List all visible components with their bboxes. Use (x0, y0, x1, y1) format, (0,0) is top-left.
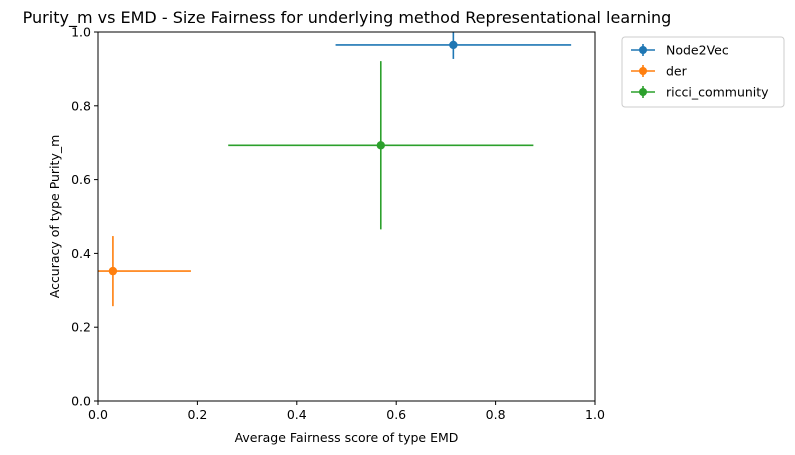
x-tick-label: 0.4 (287, 407, 307, 422)
x-tick-label: 0.0 (88, 407, 108, 422)
legend-box (621, 36, 785, 108)
legend-label: ricci_community (666, 85, 769, 100)
legend-marker (639, 88, 647, 96)
y-axis-label: Accuracy of type Purity_m (47, 135, 62, 299)
y-tick-label: 1.0 (71, 25, 91, 40)
legend-item: ricci_community (631, 85, 769, 100)
x-tick-label: 1.0 (585, 407, 605, 422)
x-tick-label: 0.2 (187, 407, 207, 422)
legend-marker (639, 67, 647, 75)
data-point (449, 40, 458, 50)
x-axis: 0.0 0.2 0.4 0.6 0.8 1.0 (88, 401, 605, 422)
series-layer (98, 32, 572, 307)
chart-title: Purity_m vs EMD - Size Fairness for unde… (23, 8, 672, 28)
y-axis: 0.0 0.2 0.4 0.6 0.8 1.0 (71, 25, 98, 409)
series-Node2Vec (335, 32, 572, 59)
data-point (108, 266, 118, 276)
legend-item: der (631, 64, 688, 79)
x-tick-label: 0.6 (386, 407, 406, 422)
series-der (98, 236, 191, 307)
legend-item: Node2Vec (631, 43, 729, 58)
legend: Node2Vec der ricci_community (621, 36, 785, 108)
y-tick-label: 0.6 (71, 172, 91, 187)
y-tick-label: 0.8 (71, 98, 91, 113)
y-tick-label: 0.0 (71, 394, 91, 409)
data-point (376, 141, 385, 150)
legend-label: Node2Vec (666, 43, 729, 58)
legend-marker (639, 46, 647, 54)
legend-label: der (666, 64, 688, 79)
x-axis-label: Average Fairness score of type EMD (235, 430, 459, 445)
y-tick-label: 0.2 (71, 320, 91, 335)
y-tick-label: 0.4 (71, 246, 91, 261)
plot-frame (97, 31, 596, 402)
x-tick-label: 0.8 (486, 407, 506, 422)
series-ricci_community (228, 61, 534, 230)
